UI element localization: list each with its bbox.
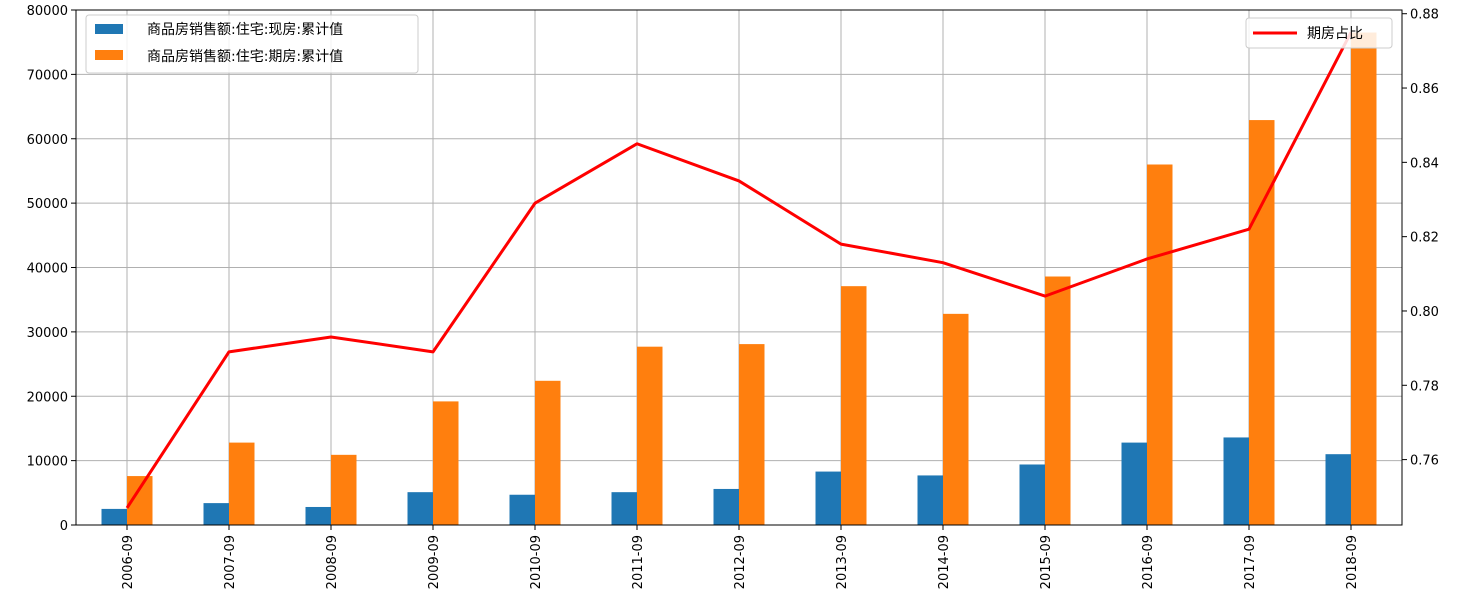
right-tick-label: 0.88 bbox=[1410, 8, 1439, 23]
legend-right-box bbox=[1245, 17, 1393, 49]
bar-series-1 bbox=[637, 346, 663, 525]
left-tick-label: 20000 bbox=[27, 390, 68, 405]
left-tick-label: 70000 bbox=[27, 68, 68, 83]
left-tick-label: 30000 bbox=[27, 326, 68, 341]
bar-series-1 bbox=[841, 286, 867, 525]
bars bbox=[101, 32, 1377, 526]
right-tick-label: 0.80 bbox=[1410, 305, 1439, 320]
left-tick-label: 60000 bbox=[27, 133, 68, 148]
bar-series-0 bbox=[101, 508, 127, 525]
x-tick-label: 2017-09 bbox=[1243, 535, 1258, 589]
right-tick-label: 0.86 bbox=[1410, 82, 1439, 97]
left-axis: 0 10000 20000 30000 40000 50000 60000 70000 8000… bbox=[27, 4, 76, 534]
legend-right: 期房占比 bbox=[1245, 17, 1393, 49]
right-axis: 0.76 0.78 0.80 0.82 0.84 0.86 0.88 bbox=[1402, 8, 1439, 469]
left-tick-label: 50000 bbox=[27, 197, 68, 212]
bar-series-0 bbox=[713, 488, 739, 525]
legend-left-box bbox=[85, 14, 419, 74]
bar-series-1 bbox=[331, 454, 357, 525]
legend-swatch-series-1 bbox=[95, 50, 123, 60]
left-tick-label: 40000 bbox=[27, 262, 68, 277]
bar-series-1 bbox=[535, 380, 561, 525]
left-tick-label: 0 bbox=[60, 519, 68, 534]
bar-series-0 bbox=[917, 475, 943, 525]
bar-series-1 bbox=[229, 442, 255, 525]
legend-left: 商品房销售额:住宅:现房:累计值 商品房销售额:住宅:期房:累计值 bbox=[85, 14, 419, 74]
legend-label-series-1: 商品房销售额:住宅:期房:累计值 bbox=[147, 49, 343, 65]
left-tick-label: 80000 bbox=[27, 4, 68, 19]
bar-series-0 bbox=[509, 494, 535, 525]
x-tick-label: 2018-09 bbox=[1345, 535, 1360, 589]
x-tick-label: 2014-09 bbox=[937, 535, 952, 589]
bar-series-1 bbox=[739, 344, 765, 525]
x-axis: 2006-09 2007-09 2008-09 2009-09 2010-09 2011-… bbox=[121, 525, 1360, 589]
bar-series-1 bbox=[1045, 276, 1071, 525]
ratio-line-layer bbox=[125, 31, 1353, 509]
bar-series-1 bbox=[1147, 164, 1173, 525]
bar-series-0 bbox=[815, 471, 841, 525]
x-tick-label: 2015-09 bbox=[1039, 535, 1054, 589]
bar-series-0 bbox=[203, 503, 229, 525]
bar-series-0 bbox=[611, 492, 637, 525]
x-tick-label: 2011-09 bbox=[631, 535, 646, 589]
bar-series-0 bbox=[1223, 437, 1249, 525]
x-tick-label: 2008-09 bbox=[325, 535, 340, 589]
x-tick-label: 2016-09 bbox=[1141, 535, 1156, 589]
x-tick-label: 2009-09 bbox=[427, 535, 442, 589]
bar-series-0 bbox=[1121, 442, 1147, 525]
x-tick-label: 2007-09 bbox=[223, 535, 238, 589]
bar-series-1 bbox=[1351, 32, 1377, 525]
bar-series-0 bbox=[407, 492, 433, 525]
bar-series-0 bbox=[1019, 464, 1045, 525]
right-tick-label: 0.84 bbox=[1410, 156, 1439, 171]
bar-series-0 bbox=[305, 506, 331, 525]
legend-label-series-2: 期房占比 bbox=[1307, 26, 1363, 42]
bar-series-1 bbox=[433, 401, 459, 525]
x-tick-label: 2013-09 bbox=[835, 535, 850, 589]
bar-series-1 bbox=[1249, 120, 1275, 526]
bar-series-0 bbox=[1325, 454, 1351, 525]
right-tick-label: 0.82 bbox=[1410, 231, 1439, 246]
x-tick-label: 2012-09 bbox=[733, 535, 748, 589]
right-tick-label: 0.76 bbox=[1410, 454, 1439, 469]
x-tick-label: 2006-09 bbox=[121, 535, 136, 589]
legend-swatch-series-0 bbox=[95, 24, 123, 34]
left-tick-label: 10000 bbox=[27, 455, 68, 470]
bar-series-1 bbox=[943, 313, 969, 525]
right-tick-label: 0.78 bbox=[1410, 379, 1439, 394]
legend-label-series-0: 商品房销售额:住宅:现房:累计值 bbox=[147, 22, 343, 38]
x-tick-label: 2010-09 bbox=[529, 535, 544, 589]
